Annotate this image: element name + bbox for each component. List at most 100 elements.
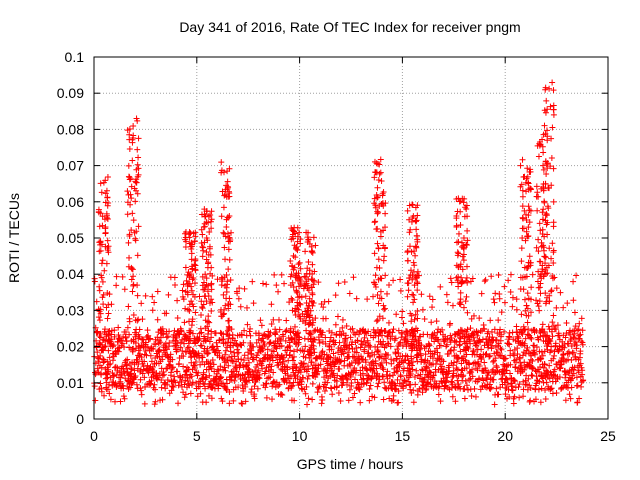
data-point bbox=[486, 381, 493, 388]
data-point bbox=[343, 322, 350, 329]
data-point bbox=[95, 358, 102, 365]
data-point bbox=[136, 326, 143, 333]
data-point bbox=[463, 339, 470, 346]
data-point bbox=[97, 310, 104, 317]
data-point bbox=[360, 339, 367, 346]
data-point bbox=[431, 351, 438, 358]
data-point bbox=[283, 327, 290, 334]
data-point bbox=[414, 315, 421, 322]
data-point bbox=[332, 292, 339, 299]
data-point bbox=[296, 274, 303, 281]
data-point bbox=[518, 245, 525, 252]
data-point bbox=[278, 365, 285, 372]
data-point bbox=[157, 397, 164, 404]
data-point bbox=[287, 258, 294, 265]
y-tick-label: 0.02 bbox=[57, 339, 84, 355]
data-point bbox=[524, 319, 531, 326]
data-point bbox=[138, 354, 145, 361]
data-point bbox=[541, 199, 548, 206]
data-point bbox=[404, 293, 411, 300]
data-point bbox=[222, 367, 229, 374]
data-point bbox=[226, 400, 233, 407]
data-point bbox=[263, 394, 270, 401]
data-point bbox=[302, 390, 309, 397]
data-point bbox=[540, 181, 547, 188]
data-point bbox=[297, 365, 304, 372]
data-point bbox=[199, 305, 206, 312]
data-point bbox=[570, 278, 577, 285]
data-point bbox=[550, 111, 557, 118]
data-point bbox=[132, 235, 139, 242]
data-point bbox=[357, 399, 364, 406]
data-point bbox=[220, 355, 227, 362]
data-point bbox=[203, 256, 210, 263]
data-point bbox=[578, 383, 585, 390]
data-point bbox=[220, 340, 227, 347]
data-point bbox=[308, 335, 315, 342]
data-point bbox=[131, 374, 138, 381]
data-point bbox=[386, 395, 393, 402]
data-point bbox=[219, 313, 226, 320]
data-points bbox=[91, 79, 587, 408]
data-point bbox=[126, 344, 133, 351]
data-point bbox=[539, 216, 546, 223]
data-point bbox=[531, 351, 538, 358]
data-point bbox=[525, 295, 532, 302]
data-point bbox=[553, 304, 560, 311]
data-point bbox=[303, 229, 310, 236]
data-point bbox=[552, 340, 559, 347]
data-point bbox=[344, 381, 351, 388]
data-point bbox=[250, 371, 257, 378]
data-point bbox=[374, 316, 381, 323]
data-point bbox=[246, 328, 253, 335]
data-point bbox=[467, 340, 474, 347]
data-point bbox=[104, 194, 111, 201]
data-point bbox=[457, 348, 464, 355]
data-point bbox=[516, 394, 523, 401]
data-point bbox=[155, 347, 162, 354]
data-point bbox=[177, 344, 184, 351]
data-point bbox=[382, 210, 389, 217]
data-point bbox=[111, 333, 118, 340]
data-point bbox=[115, 348, 122, 355]
data-point bbox=[93, 298, 100, 305]
data-point bbox=[505, 277, 512, 284]
data-point bbox=[544, 270, 551, 277]
data-point bbox=[461, 213, 468, 220]
data-point bbox=[152, 386, 159, 393]
data-point bbox=[125, 239, 132, 246]
data-point bbox=[455, 381, 462, 388]
data-point bbox=[533, 344, 540, 351]
data-point bbox=[126, 318, 133, 325]
data-point bbox=[105, 249, 112, 256]
x-tick-label: 10 bbox=[292, 428, 308, 444]
data-point bbox=[374, 194, 381, 201]
data-point bbox=[411, 262, 418, 269]
data-point bbox=[197, 390, 204, 397]
data-point bbox=[318, 300, 325, 307]
data-point bbox=[380, 366, 387, 373]
data-point bbox=[261, 331, 268, 338]
data-point bbox=[546, 362, 553, 369]
data-point bbox=[420, 382, 427, 389]
data-point bbox=[457, 261, 464, 268]
data-point bbox=[273, 328, 280, 335]
data-point bbox=[289, 307, 296, 314]
data-point bbox=[212, 376, 219, 383]
data-point bbox=[194, 372, 201, 379]
data-point bbox=[524, 344, 531, 351]
data-point bbox=[455, 238, 462, 245]
data-point bbox=[208, 281, 215, 288]
data-point bbox=[440, 366, 447, 373]
data-point bbox=[532, 396, 539, 403]
data-point bbox=[351, 390, 358, 397]
data-point bbox=[453, 365, 460, 372]
data-point bbox=[219, 355, 226, 362]
data-point bbox=[294, 330, 301, 337]
data-point bbox=[509, 387, 516, 394]
data-point bbox=[291, 323, 298, 330]
data-point bbox=[200, 380, 207, 387]
data-point bbox=[481, 359, 488, 366]
data-point bbox=[113, 282, 120, 289]
